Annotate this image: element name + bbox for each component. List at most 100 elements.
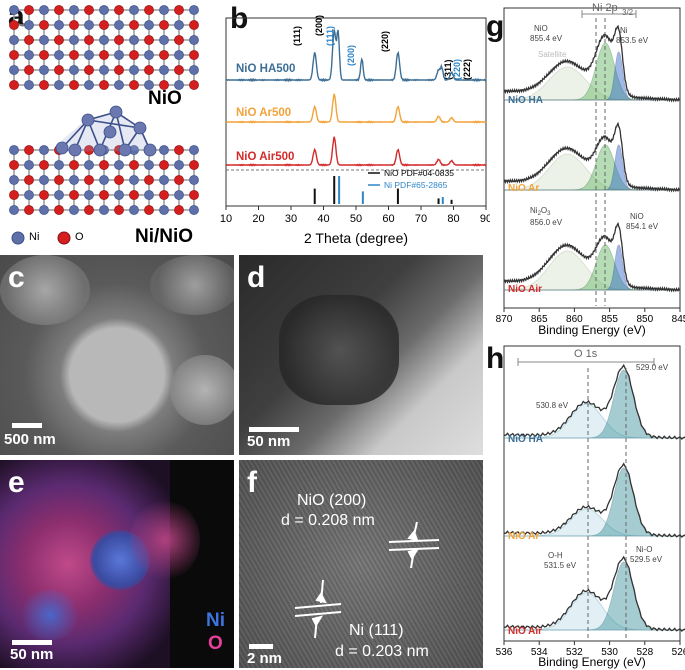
ni-atom xyxy=(24,190,34,200)
nio-o-ev: 529.5 eV xyxy=(630,555,663,564)
o-atom xyxy=(114,5,124,15)
o1s-x-tick-label: 530 xyxy=(601,647,618,658)
ni-atom xyxy=(54,50,64,60)
o-atom xyxy=(189,190,199,200)
xps-ni-series-ar: NiO Ar xyxy=(508,183,539,194)
o-atom xyxy=(114,35,124,45)
o-atom xyxy=(84,5,94,15)
nio-200-d-spacing: d = 0.208 nm xyxy=(281,512,375,529)
ni-atom xyxy=(189,175,199,185)
peak-label-200-ni: (200) xyxy=(346,45,356,66)
panel-e-letter: e xyxy=(8,466,25,499)
xps-ni-series-air: NiO Air xyxy=(508,284,542,295)
ni-atom xyxy=(144,160,154,170)
o-atom xyxy=(174,35,184,45)
nio-structure-label: NiO xyxy=(148,88,182,109)
o-atom xyxy=(189,20,199,30)
xps-ni2p-chart: Ni 2p 3/2 NiO 855.4 eV Ni 853.5 eV Satel… xyxy=(496,2,685,337)
xps-fit-component xyxy=(504,403,685,439)
ni-atom xyxy=(9,175,19,185)
nio-200-label: NiO (200) xyxy=(297,492,367,509)
ni-nio-structure-label: Ni/NiO xyxy=(135,226,194,247)
sem-image: c 500 nm xyxy=(0,255,234,455)
ni-atom xyxy=(189,35,199,45)
ni-atom xyxy=(114,190,124,200)
scale-label-d: 50 nm xyxy=(247,433,291,450)
o-atom xyxy=(159,190,169,200)
o-atom xyxy=(114,175,124,185)
ni-atom xyxy=(39,35,49,45)
ni-atom xyxy=(9,35,19,45)
o-atom xyxy=(189,160,199,170)
ni-atom xyxy=(114,80,124,90)
ni-atom xyxy=(99,5,109,15)
o-atom xyxy=(129,190,139,200)
ni2p-header: Ni 2p xyxy=(592,2,618,14)
xrd-x-tick-label: 60 xyxy=(382,213,394,225)
o-atom xyxy=(144,65,154,75)
o-atom xyxy=(84,175,94,185)
peak-label-220-ni: (220) xyxy=(452,59,462,80)
xrd-x-tick-label: 20 xyxy=(252,213,264,225)
panel-g-letter: g xyxy=(486,10,505,43)
xrd-x-tick-label: 90 xyxy=(480,213,490,225)
xps-o-series-ha: NiO HA xyxy=(508,434,543,445)
o-atom xyxy=(9,80,19,90)
series-label-air500: NiO Air500 xyxy=(236,151,294,163)
ni-atom xyxy=(24,50,34,60)
scale-bar-d xyxy=(249,427,299,432)
ni-atom xyxy=(39,145,49,155)
o1s-peak-529: 529.0 eV xyxy=(636,363,669,372)
ni-atom xyxy=(129,65,139,75)
xps-o1s-chart: O 1s 529.0 eV 530.8 eV NiO HA NiO Ar NiO… xyxy=(496,345,685,669)
oh-ev: 531.5 eV xyxy=(544,561,577,570)
ni-atom xyxy=(69,65,79,75)
o-atom xyxy=(99,190,109,200)
o-atom xyxy=(24,65,34,75)
scale-bar-c xyxy=(12,423,42,428)
xps-raw-envelope xyxy=(503,121,680,193)
ni-atom xyxy=(159,65,169,75)
ni-atom xyxy=(129,35,139,45)
xps-ni-series-ha: NiO HA xyxy=(508,95,543,106)
ni-atom xyxy=(144,50,154,60)
o-atom xyxy=(54,175,64,185)
hrtem-image: f NiO (200) d = 0.208 nm Ni (111) d = 0.… xyxy=(239,460,483,668)
o-atom xyxy=(144,175,154,185)
o1s-peak-530: 530.8 eV xyxy=(536,401,569,410)
scale-label-c: 500 nm xyxy=(4,431,56,448)
o-atom xyxy=(129,160,139,170)
xps-raw-envelope xyxy=(503,363,685,441)
ni-atom xyxy=(84,190,94,200)
ni-atom xyxy=(39,205,49,215)
peak-label-200-nio: (200) xyxy=(314,15,324,36)
ni-atom xyxy=(54,80,64,90)
ni-atom xyxy=(129,175,139,185)
o-atom xyxy=(54,5,64,15)
ni2o3-label: Ni2O3 xyxy=(530,206,551,217)
o-atom xyxy=(159,20,169,30)
xps-raw-envelope xyxy=(503,462,685,539)
ni-peak-ev: 853.5 eV xyxy=(616,36,649,45)
o-atom xyxy=(9,190,19,200)
o-atom xyxy=(24,145,34,155)
scale-bar-e xyxy=(12,640,52,645)
ni-atom xyxy=(54,160,64,170)
panel-h-letter: h xyxy=(486,342,505,375)
ni-atom xyxy=(189,5,199,15)
ni2p-x-tick-label: 860 xyxy=(566,314,583,325)
ni-atom xyxy=(84,160,94,170)
nio-peak-label: NiO xyxy=(534,24,548,33)
ni-atom xyxy=(9,145,19,155)
o-atom xyxy=(174,5,184,15)
o-atom xyxy=(129,50,139,60)
o-atom xyxy=(129,20,139,30)
tem-image: d 50 nm xyxy=(239,255,483,455)
legend-o-atom xyxy=(57,231,71,245)
xrd-trace-ha500 xyxy=(225,29,487,83)
ni-atom xyxy=(159,35,169,45)
o-atom xyxy=(69,50,79,60)
o1s-x-tick-label: 534 xyxy=(531,647,548,658)
o-atom xyxy=(54,205,64,215)
o-atom xyxy=(174,175,184,185)
